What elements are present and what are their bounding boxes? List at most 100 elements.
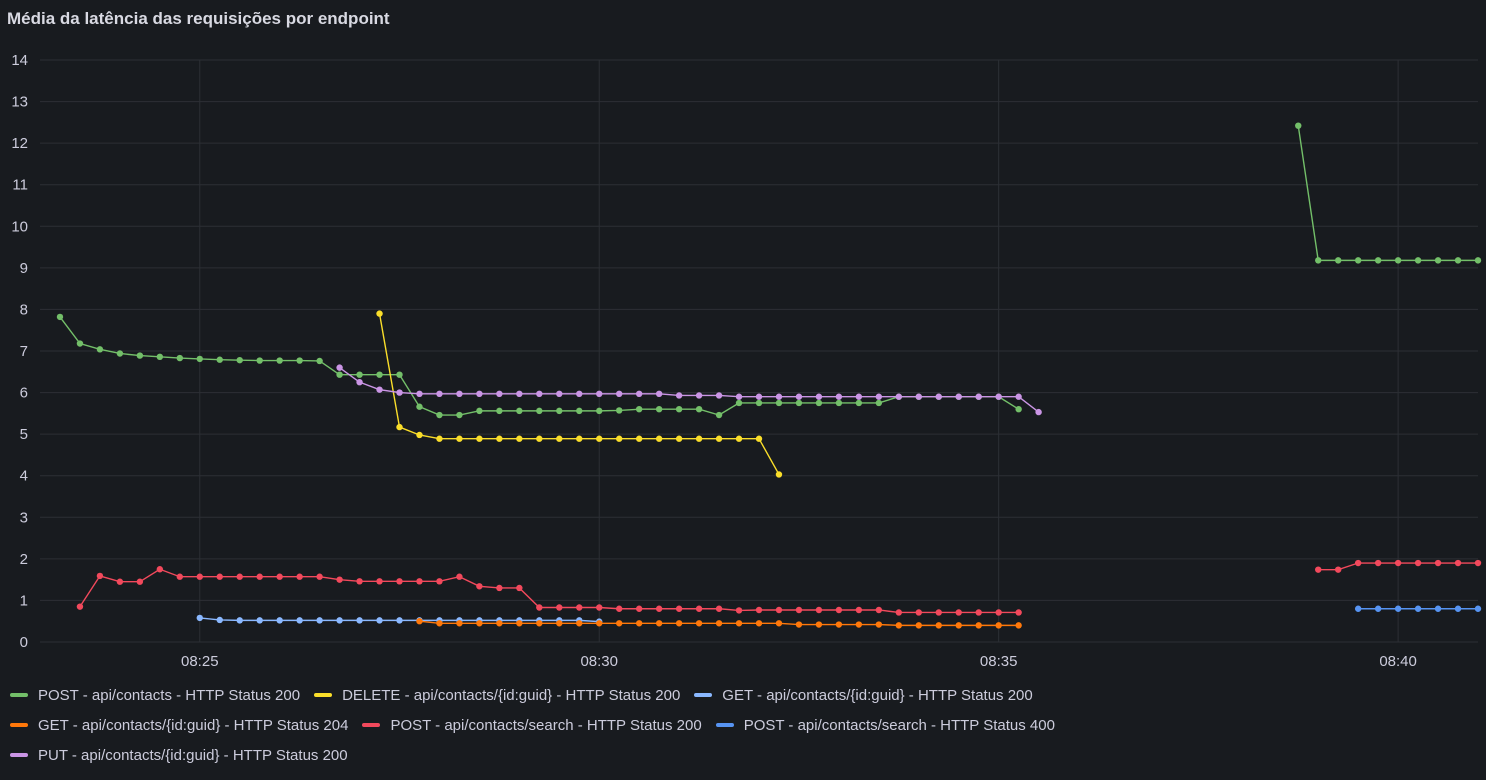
series-line[interactable] (1297, 125, 1478, 262)
series-0[interactable] (56, 122, 1482, 419)
data-point[interactable] (775, 393, 783, 400)
series-3[interactable] (416, 618, 1022, 629)
data-point[interactable] (995, 393, 1002, 400)
data-point[interactable] (76, 340, 84, 347)
data-point[interactable] (456, 390, 463, 398)
data-point[interactable] (316, 573, 323, 580)
data-point[interactable] (795, 621, 803, 628)
data-point[interactable] (556, 604, 563, 611)
data-point[interactable] (436, 390, 443, 398)
data-point[interactable] (76, 603, 84, 610)
data-point[interactable] (496, 584, 503, 592)
data-point[interactable] (196, 355, 203, 363)
data-point[interactable] (695, 435, 703, 442)
data-point[interactable] (795, 393, 803, 400)
data-point[interactable] (516, 390, 523, 398)
data-point[interactable] (176, 354, 184, 362)
data-point[interactable] (635, 620, 643, 627)
data-point[interactable] (1414, 257, 1422, 264)
data-point[interactable] (755, 435, 763, 442)
data-point[interactable] (735, 399, 743, 407)
data-point[interactable] (196, 614, 203, 622)
series-line[interactable] (79, 568, 1019, 614)
data-point[interactable] (775, 620, 783, 627)
data-point[interactable] (416, 403, 423, 410)
data-point[interactable] (655, 620, 663, 627)
data-point[interactable] (336, 371, 343, 378)
data-point[interactable] (715, 435, 723, 442)
data-point[interactable] (975, 609, 982, 616)
data-point[interactable] (576, 407, 583, 415)
data-point[interactable] (935, 622, 942, 629)
data-point[interactable] (256, 617, 263, 624)
data-point[interactable] (276, 357, 283, 364)
data-point[interactable] (935, 609, 942, 616)
data-point[interactable] (316, 357, 323, 365)
data-point[interactable] (576, 620, 583, 627)
data-point[interactable] (715, 620, 723, 627)
data-point[interactable] (795, 399, 803, 407)
data-point[interactable] (635, 390, 643, 398)
data-point[interactable] (995, 609, 1002, 616)
data-point[interactable] (735, 607, 743, 614)
data-point[interactable] (136, 352, 144, 359)
data-point[interactable] (296, 357, 303, 364)
data-point[interactable] (1374, 605, 1382, 612)
data-point[interactable] (116, 578, 124, 585)
series-line[interactable] (339, 367, 1040, 413)
data-point[interactable] (416, 390, 423, 398)
data-point[interactable] (995, 622, 1002, 629)
data-point[interactable] (56, 313, 64, 321)
data-point[interactable] (955, 393, 962, 400)
data-point[interactable] (556, 407, 563, 415)
series-5[interactable] (1354, 605, 1482, 612)
data-point[interactable] (456, 411, 463, 419)
data-point[interactable] (815, 399, 823, 407)
data-point[interactable] (296, 617, 303, 624)
data-point[interactable] (875, 399, 883, 407)
legend-item-get-contacts-204[interactable]: GET - api/contacts/{id:guid} - HTTP Stat… (10, 717, 348, 734)
data-point[interactable] (456, 620, 463, 627)
data-point[interactable] (1394, 559, 1402, 567)
data-point[interactable] (556, 620, 563, 627)
data-point[interactable] (576, 390, 583, 398)
data-point[interactable] (895, 609, 903, 616)
data-point[interactable] (875, 393, 883, 400)
data-point[interactable] (855, 621, 863, 628)
data-point[interactable] (835, 399, 843, 407)
data-point[interactable] (915, 622, 922, 629)
legend-item-put-contacts-200[interactable]: PUT - api/contacts/{id:guid} - HTTP Stat… (10, 747, 348, 764)
data-point[interactable] (975, 393, 982, 400)
data-point[interactable] (1334, 566, 1342, 573)
data-point[interactable] (875, 606, 883, 614)
data-point[interactable] (236, 356, 243, 364)
data-point[interactable] (755, 393, 763, 400)
data-point[interactable] (516, 584, 523, 592)
data-point[interactable] (675, 406, 683, 413)
data-point[interactable] (675, 605, 683, 612)
data-point[interactable] (815, 393, 823, 400)
data-point[interactable] (536, 620, 543, 627)
data-point[interactable] (516, 620, 523, 627)
data-point[interactable] (1015, 393, 1022, 400)
data-point[interactable] (1295, 122, 1302, 129)
data-point[interactable] (815, 621, 823, 628)
data-point[interactable] (1374, 559, 1382, 567)
data-point[interactable] (1374, 257, 1382, 264)
data-point[interactable] (296, 573, 303, 580)
data-point[interactable] (216, 616, 223, 624)
data-point[interactable] (576, 435, 583, 442)
data-point[interactable] (356, 371, 363, 378)
data-point[interactable] (1354, 605, 1362, 612)
series-4[interactable] (76, 559, 1482, 616)
data-point[interactable] (915, 393, 922, 400)
data-point[interactable] (336, 617, 343, 624)
data-point[interactable] (236, 573, 243, 580)
data-point[interactable] (596, 604, 603, 611)
data-point[interactable] (276, 617, 283, 624)
data-point[interactable] (815, 606, 823, 614)
data-point[interactable] (156, 566, 164, 573)
series-6[interactable] (336, 364, 1042, 416)
data-point[interactable] (496, 435, 503, 442)
data-point[interactable] (96, 346, 104, 353)
